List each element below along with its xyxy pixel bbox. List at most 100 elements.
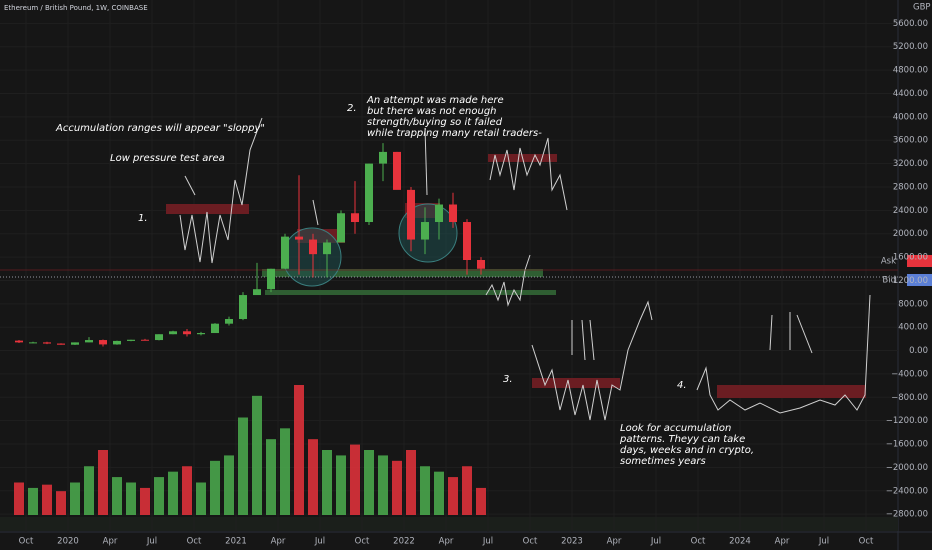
volume-bar xyxy=(322,450,332,515)
candle-body xyxy=(211,323,219,334)
volume-bar xyxy=(294,385,304,515)
y-tick-label: 1200.00 xyxy=(893,276,928,286)
candle-body xyxy=(197,333,205,335)
x-tick-label: Oct xyxy=(523,537,538,547)
candle-body xyxy=(281,236,289,269)
candle-body xyxy=(323,242,331,255)
candle-body xyxy=(225,319,233,324)
annotation: 3. xyxy=(503,374,513,385)
volume-bar xyxy=(154,477,164,515)
annotation-line: days, weeks and in crypto, xyxy=(620,445,754,456)
volume-bar xyxy=(448,477,458,515)
zone-box xyxy=(265,290,556,295)
volume-bar xyxy=(420,466,430,515)
annotation: 4. xyxy=(677,380,687,391)
x-tick-label: Oct xyxy=(19,537,34,547)
arrow xyxy=(312,199,319,226)
x-tick-label: Jul xyxy=(146,537,157,547)
y-tick-label: −1200.00 xyxy=(886,416,928,426)
candle-body xyxy=(337,213,345,243)
zigzag xyxy=(485,254,531,307)
y-tick-label: 3600.00 xyxy=(893,136,928,146)
candle-body xyxy=(113,340,121,345)
volume-bar xyxy=(98,450,108,515)
x-tick-label: Jul xyxy=(650,537,661,547)
volume-bar xyxy=(252,395,262,515)
candle-body xyxy=(127,339,135,341)
x-tick-label: Apr xyxy=(775,537,790,547)
arrow xyxy=(424,127,428,196)
bid-badge xyxy=(907,274,932,286)
arrow xyxy=(796,314,813,354)
candle-body xyxy=(351,213,359,223)
volume-bar xyxy=(140,487,150,515)
x-tick-label: Apr xyxy=(439,537,454,547)
volume-bar xyxy=(112,477,122,515)
volume-bar xyxy=(350,444,360,515)
candle-body xyxy=(169,331,177,335)
candle-body xyxy=(183,331,191,335)
candle-body xyxy=(407,189,415,240)
y-tick-label: −800.00 xyxy=(891,393,928,403)
y-tick-label: 400.00 xyxy=(898,323,928,333)
candle-body xyxy=(435,204,443,223)
x-tick-label: Apr xyxy=(271,537,286,547)
chart-title: Ethereum / British Pound, 1W, COINBASE xyxy=(4,4,148,12)
candle-body xyxy=(477,260,485,269)
y-tick-label: 4000.00 xyxy=(893,112,928,122)
zone-box xyxy=(532,378,620,388)
y-tick-label: 2000.00 xyxy=(893,229,928,239)
x-tick-label: Oct xyxy=(859,537,874,547)
candle-body xyxy=(15,340,23,343)
y-tick-label: 2800.00 xyxy=(893,182,928,192)
ask-label: Ask xyxy=(881,257,896,267)
x-tick-label: 2024 xyxy=(729,537,751,547)
annotation: Accumulation ranges will appear "sloppy" xyxy=(55,123,265,134)
x-tick-label: 2022 xyxy=(393,537,415,547)
volume-bar xyxy=(238,417,248,515)
annotation: 1. xyxy=(138,213,148,224)
candle-body xyxy=(463,222,471,260)
volume-bar xyxy=(42,484,52,515)
bid-label: Bid xyxy=(882,276,896,286)
volume-bar xyxy=(308,439,318,515)
volume xyxy=(14,385,486,515)
x-tick-label: Apr xyxy=(607,537,622,547)
x-tick-label: Apr xyxy=(103,537,118,547)
candle-body xyxy=(71,342,79,345)
zigzag xyxy=(179,117,263,264)
candle-body xyxy=(239,295,247,320)
zone-box xyxy=(166,204,249,214)
arrow xyxy=(589,319,595,361)
annotation-line: but there was not enough xyxy=(367,106,497,117)
x-tick-label: Jul xyxy=(482,537,493,547)
volume-bar xyxy=(406,450,416,515)
candle-body xyxy=(449,204,457,223)
volume-bar xyxy=(280,428,290,515)
candle-body xyxy=(365,163,373,223)
arrow xyxy=(184,175,196,196)
zigzag xyxy=(489,137,568,211)
y-tick-label: 3200.00 xyxy=(893,159,928,169)
candle-body xyxy=(253,289,261,296)
y-tick-label: 4800.00 xyxy=(893,66,928,76)
zigzag xyxy=(696,294,871,414)
candle-body xyxy=(295,236,303,240)
y-tick-label: 5600.00 xyxy=(893,19,928,29)
volume-bar xyxy=(224,455,234,515)
volume-bar xyxy=(364,450,374,515)
volume-bar xyxy=(28,487,38,515)
candle-body xyxy=(43,342,51,344)
x-tick-label: 2021 xyxy=(225,537,247,547)
volume-bar xyxy=(14,482,24,515)
volume-bar xyxy=(56,491,66,515)
candle-body xyxy=(309,239,317,255)
candle-body xyxy=(29,342,37,344)
volume-bar xyxy=(434,471,444,515)
y-tick-label: 800.00 xyxy=(898,299,928,309)
volume-bar xyxy=(476,487,486,515)
x-tick-label: Oct xyxy=(187,537,202,547)
volume-bar xyxy=(70,482,80,515)
y-tick-label: −2800.00 xyxy=(886,510,928,520)
currency: GBP xyxy=(913,3,931,13)
